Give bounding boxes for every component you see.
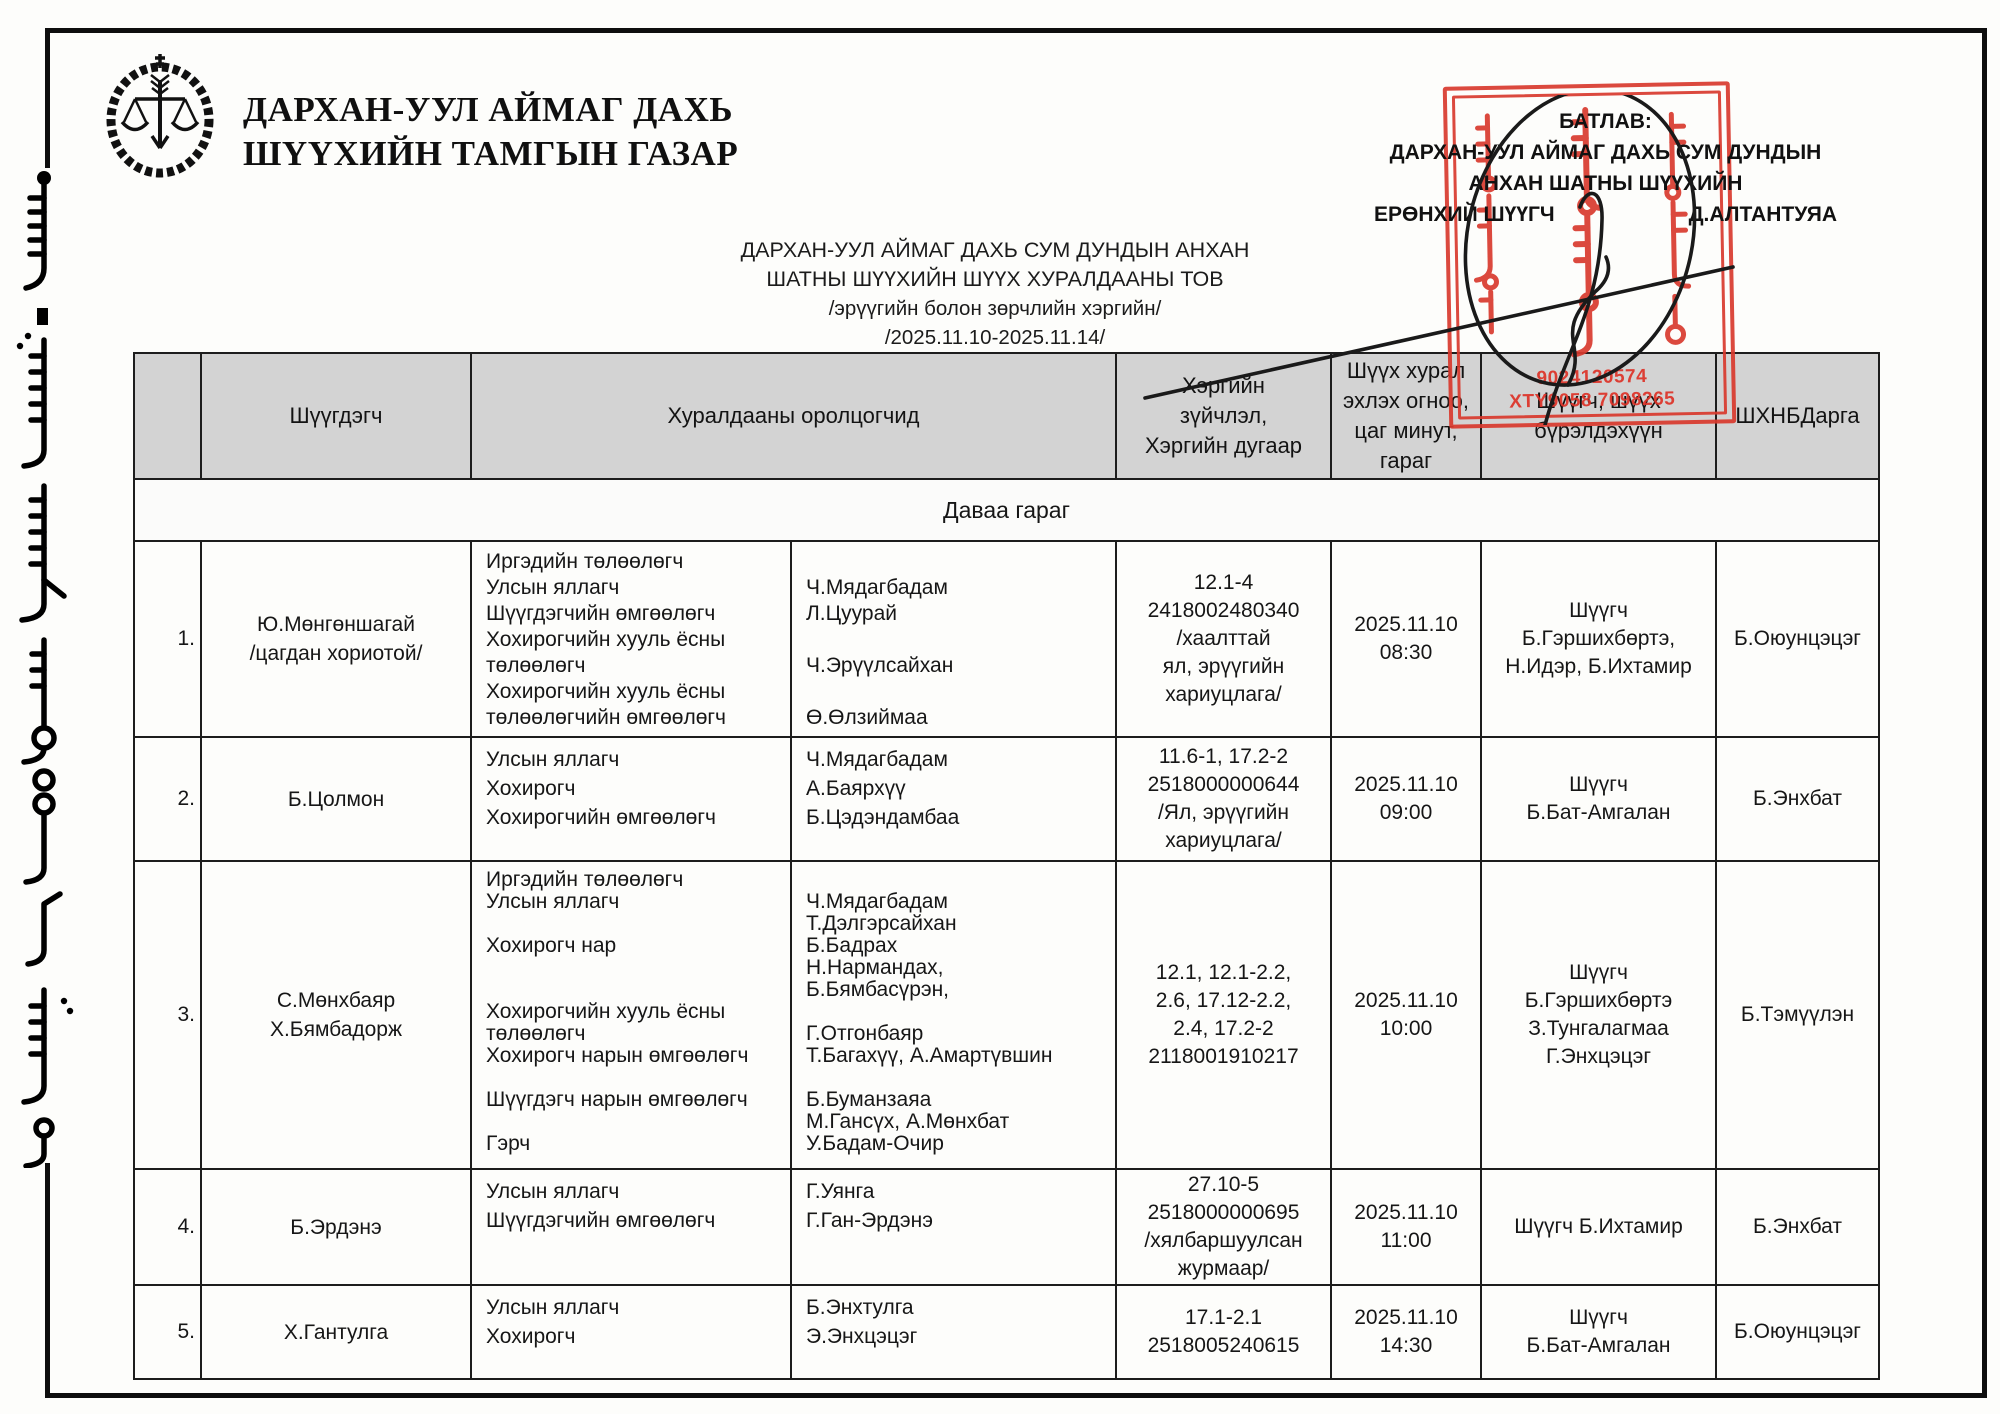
col-header-judges: Шүүгч, шүүх бүрэлдэхүүн [1480,352,1717,480]
approval-label: БАТЛАВ: [1559,110,1652,133]
page-border-bottom [45,1393,1987,1398]
cell-datetime: 2025.11.10 10:00 [1330,860,1482,1170]
col-header-case: Хэргийн зүйчлэл, Хэргийн дугаар [1115,352,1332,480]
table-row: 3. С.Мөнхбаяр Х.Бямбадорж Иргэдийн төлөөлө… [133,860,1880,1170]
mongolian-script-icon [16,171,74,1169]
cell-names: Ч.Мядагбадам Л.Цуурай Ч.Эрүүлсайхан Ө.Өл… [790,540,1117,738]
signature [1143,95,1735,425]
org-title: ДАРХАН-УУЛ АЙМАГ ДАХЬ ШҮҮХИЙН ТАМГЫН ГАЗ… [243,90,739,173]
cell-roles: Иргэдийн төлөөлөгч Улсын яллагч Хохирогч… [470,860,792,1170]
cell-judges: Шүүгч Б.Ихтамир [1480,1168,1717,1286]
cell-defendant: Ю.Мөнгөншагай /цагдан хориотой/ [200,540,472,738]
cell-datetime: 2025.11.10 09:00 [1330,736,1482,862]
table-header-row: Шүүгдэгч Хуралдааны оролцогчид Хэргийн з… [133,352,1880,480]
cell-defendant: Б.Цолмон [200,736,472,862]
cell-secretary: Б.Энхбат [1715,1168,1880,1286]
document-title-line2: ШАТНЫ ШҮҮХИЙН ШҮҮХ ХУРАЛДААНЫ ТОВ [766,267,1224,291]
page-border-right [1982,28,1987,1398]
cell-names: Ч.Мядагбадам Т.Дэлгэрсайхан Б.Бадрах Н.Н… [790,860,1117,1170]
table-row: 1. Ю.Мөнгөншагай /цагдан хориотой/Иргэдий… [133,540,1880,738]
table-row: 5. Х.Гантулга Улсын яллагч Хохирогч Б.Энхту… [133,1284,1880,1380]
cell-roles: Иргэдийн төлөөлөгч Улсын яллагч Шүүгдэгч… [470,540,792,738]
cell-judges: Шүүгч Б.Гэршихбөртэ З.Тунгалагмаа Г.Энхц… [1480,860,1717,1170]
cell-case: 27.10-5 2518000000695 /хялбаршуулсан жур… [1115,1168,1332,1286]
day-band-label: Даваа гараг [133,478,1880,542]
page-border-top [45,28,1987,33]
table-row: 2. Б.Цолмон Улсын яллагч Хохирогч Хохирогч… [133,736,1880,862]
cell-judges: Шүүгч Б.Бат-Амгалан [1480,1284,1717,1380]
cell-names: Ч.Мядагбадам А.Баярхүү Б.Цэдэндамбаа [790,736,1117,862]
col-header-index [133,352,202,480]
cell-datetime: 2025.11.10 14:30 [1330,1284,1482,1380]
court-emblem [100,50,222,185]
cell-secretary: Б.Оюунцэцэг [1715,540,1880,738]
cell-case: 12.1, 12.1-2.2, 2.6, 17.12-2.2, 2.4, 17.… [1115,860,1332,1170]
cell-case: 11.6-1, 17.2-2 2518000000644 /Ял, эрүүги… [1115,736,1332,862]
cell-judges: Шүүгч Б.Бат-Амгалан [1480,736,1717,862]
cell-judges: Шүүгч Б.Гэршихбөртэ, Н.Идэр, Б.Ихтамир [1480,540,1717,738]
cell-no: 5. [133,1284,202,1380]
scales-of-justice-icon [106,54,214,178]
document-title: ДАРХАН-УУЛ АЙМАГ ДАХЬ СУМ ДУНДЫН АНХАН Ш… [640,236,1350,352]
cell-names: Г.Уянга Г.Ган-Эрдэнэ [790,1168,1117,1286]
document-title-line3: /эрүүгийн болон зөрчлийн хэргийн/ [828,297,1162,320]
document-title-line4: /2025.11.10-2025.11.14/ [884,326,1106,349]
table-row: 4. Б.Эрдэнэ Улсын яллагч Шүүгдэгчийн өмгөө… [133,1168,1880,1286]
day-band-row: Даваа гараг [133,478,1880,542]
cell-datetime: 2025.11.10 08:30 [1330,540,1482,738]
hearing-schedule-table: Шүүгдэгч Хуралдааны оролцогчид Хэргийн з… [133,352,1880,1380]
approval-line2: АНХАН ШАТНЫ ШҮҮХИЙН [1468,172,1743,195]
col-header-participants: Хуралдааны оролцогчид [470,352,1117,480]
cell-case: 12.1-4 2418002480340 /хаалттай ял, эрүүг… [1115,540,1332,738]
cell-roles: Улсын яллагч Хохирогч [470,1284,792,1380]
approver-role: ЕРӨНХИЙ ШҮҮГЧ [1374,203,1555,226]
mongolian-script-decoration [4,168,78,1173]
cell-case: 17.1-2.1 2518005240615 [1115,1284,1332,1380]
cell-no: 3. [133,860,202,1170]
cell-roles: Улсын яллагч Шүүгдэгчийн өмгөөлөгч [470,1168,792,1286]
cell-no: 4. [133,1168,202,1286]
col-header-chief: ШХНБДарга [1715,352,1880,480]
cell-no: 2. [133,736,202,862]
cell-roles: Улсын яллагч Хохирогч Хохирогчийн өмгөөл… [470,736,792,862]
cell-names: Б.Энхтулга Э.Энхцэцэг [790,1284,1117,1380]
cell-datetime: 2025.11.10 11:00 [1330,1168,1482,1286]
approver-name: Д.АЛТАНТУЯА [1688,203,1837,226]
cell-defendant: С.Мөнхбаяр Х.Бямбадорж [200,860,472,1170]
cell-secretary: Б.Тэмүүлэн [1715,860,1880,1170]
cell-defendant: Х.Гантулга [200,1284,472,1380]
page-border-left-lower [45,1163,50,1398]
col-header-defendant: Шүүгдэгч [200,352,472,480]
cell-secretary: Б.Оюунцэцэг [1715,1284,1880,1380]
document-title-line1: ДАРХАН-УУЛ АЙМАГ ДАХЬ СУМ ДУНДЫН АНХАН [740,238,1250,262]
col-header-datetime: Шүүх хурал эхлэх огноо, цаг минут, гараг [1330,352,1482,480]
page-border-left-upper [45,28,50,168]
cell-defendant: Б.Эрдэнэ [200,1168,472,1286]
cell-secretary: Б.Энхбат [1715,736,1880,862]
cell-no: 1. [133,540,202,738]
